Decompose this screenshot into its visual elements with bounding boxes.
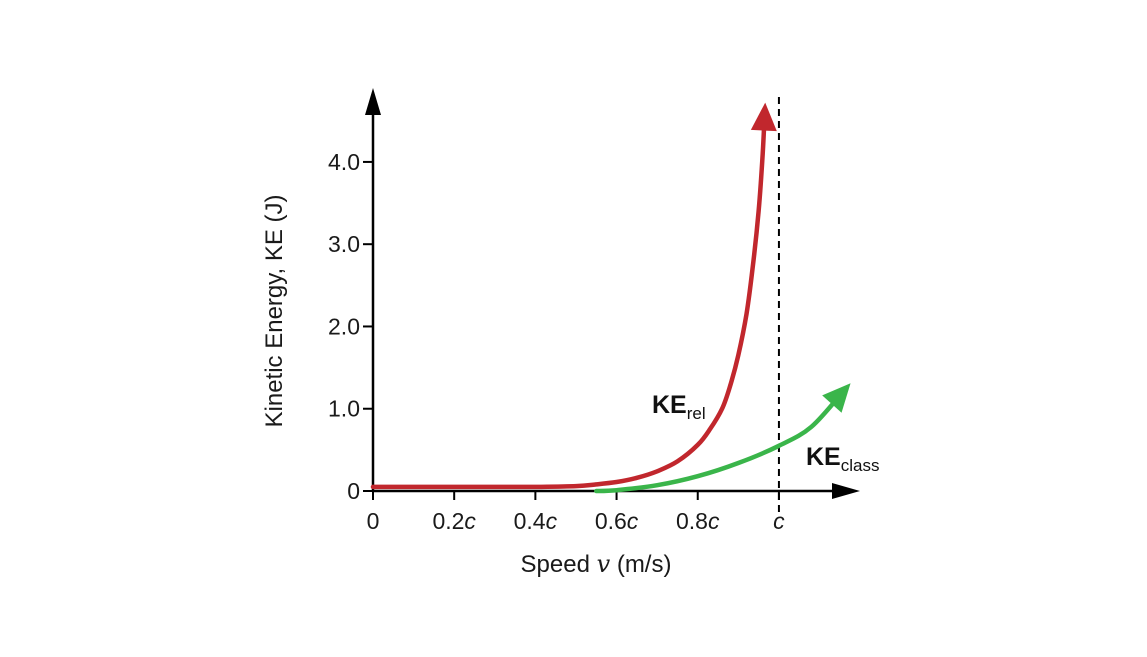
series-layer	[370, 102, 851, 494]
x-tick-label: 0.4c	[514, 508, 558, 534]
ke-rel-label: KErel	[652, 391, 706, 423]
x-tick-label: c	[773, 508, 785, 534]
x-tick-label: 0.2c	[432, 508, 476, 534]
y-tick-label: 3.0	[328, 231, 360, 257]
x-tick-label: 0.8c	[676, 508, 720, 534]
x-axis-arrowhead	[832, 483, 860, 499]
y-tick-label: 1.0	[328, 396, 360, 422]
series-line-rel	[370, 110, 767, 490]
x-axis-title: Speed v (m/s)	[521, 550, 672, 578]
series-line-class	[594, 388, 847, 494]
y-axis-title: Kinetic Energy, KE (J)	[261, 195, 288, 428]
y-tick-label: 4.0	[328, 149, 360, 175]
y-tick-label: 2.0	[328, 313, 360, 339]
y-axis-arrowhead	[365, 88, 381, 115]
ke-class-label: KEclass	[806, 443, 879, 475]
x-tick-label: 0.6c	[595, 508, 639, 534]
x-tick-label: 0	[367, 508, 380, 534]
y-ticks: 0 1.0 2.0 3.0 4.0	[328, 149, 373, 504]
series-arrowhead-class	[822, 383, 851, 413]
axes	[365, 88, 860, 499]
series-arrowhead-rel	[750, 102, 777, 132]
x-ticks: 0 0.2c 0.4c 0.6c 0.8c c	[367, 491, 785, 534]
y-tick-label: 0	[347, 478, 360, 504]
